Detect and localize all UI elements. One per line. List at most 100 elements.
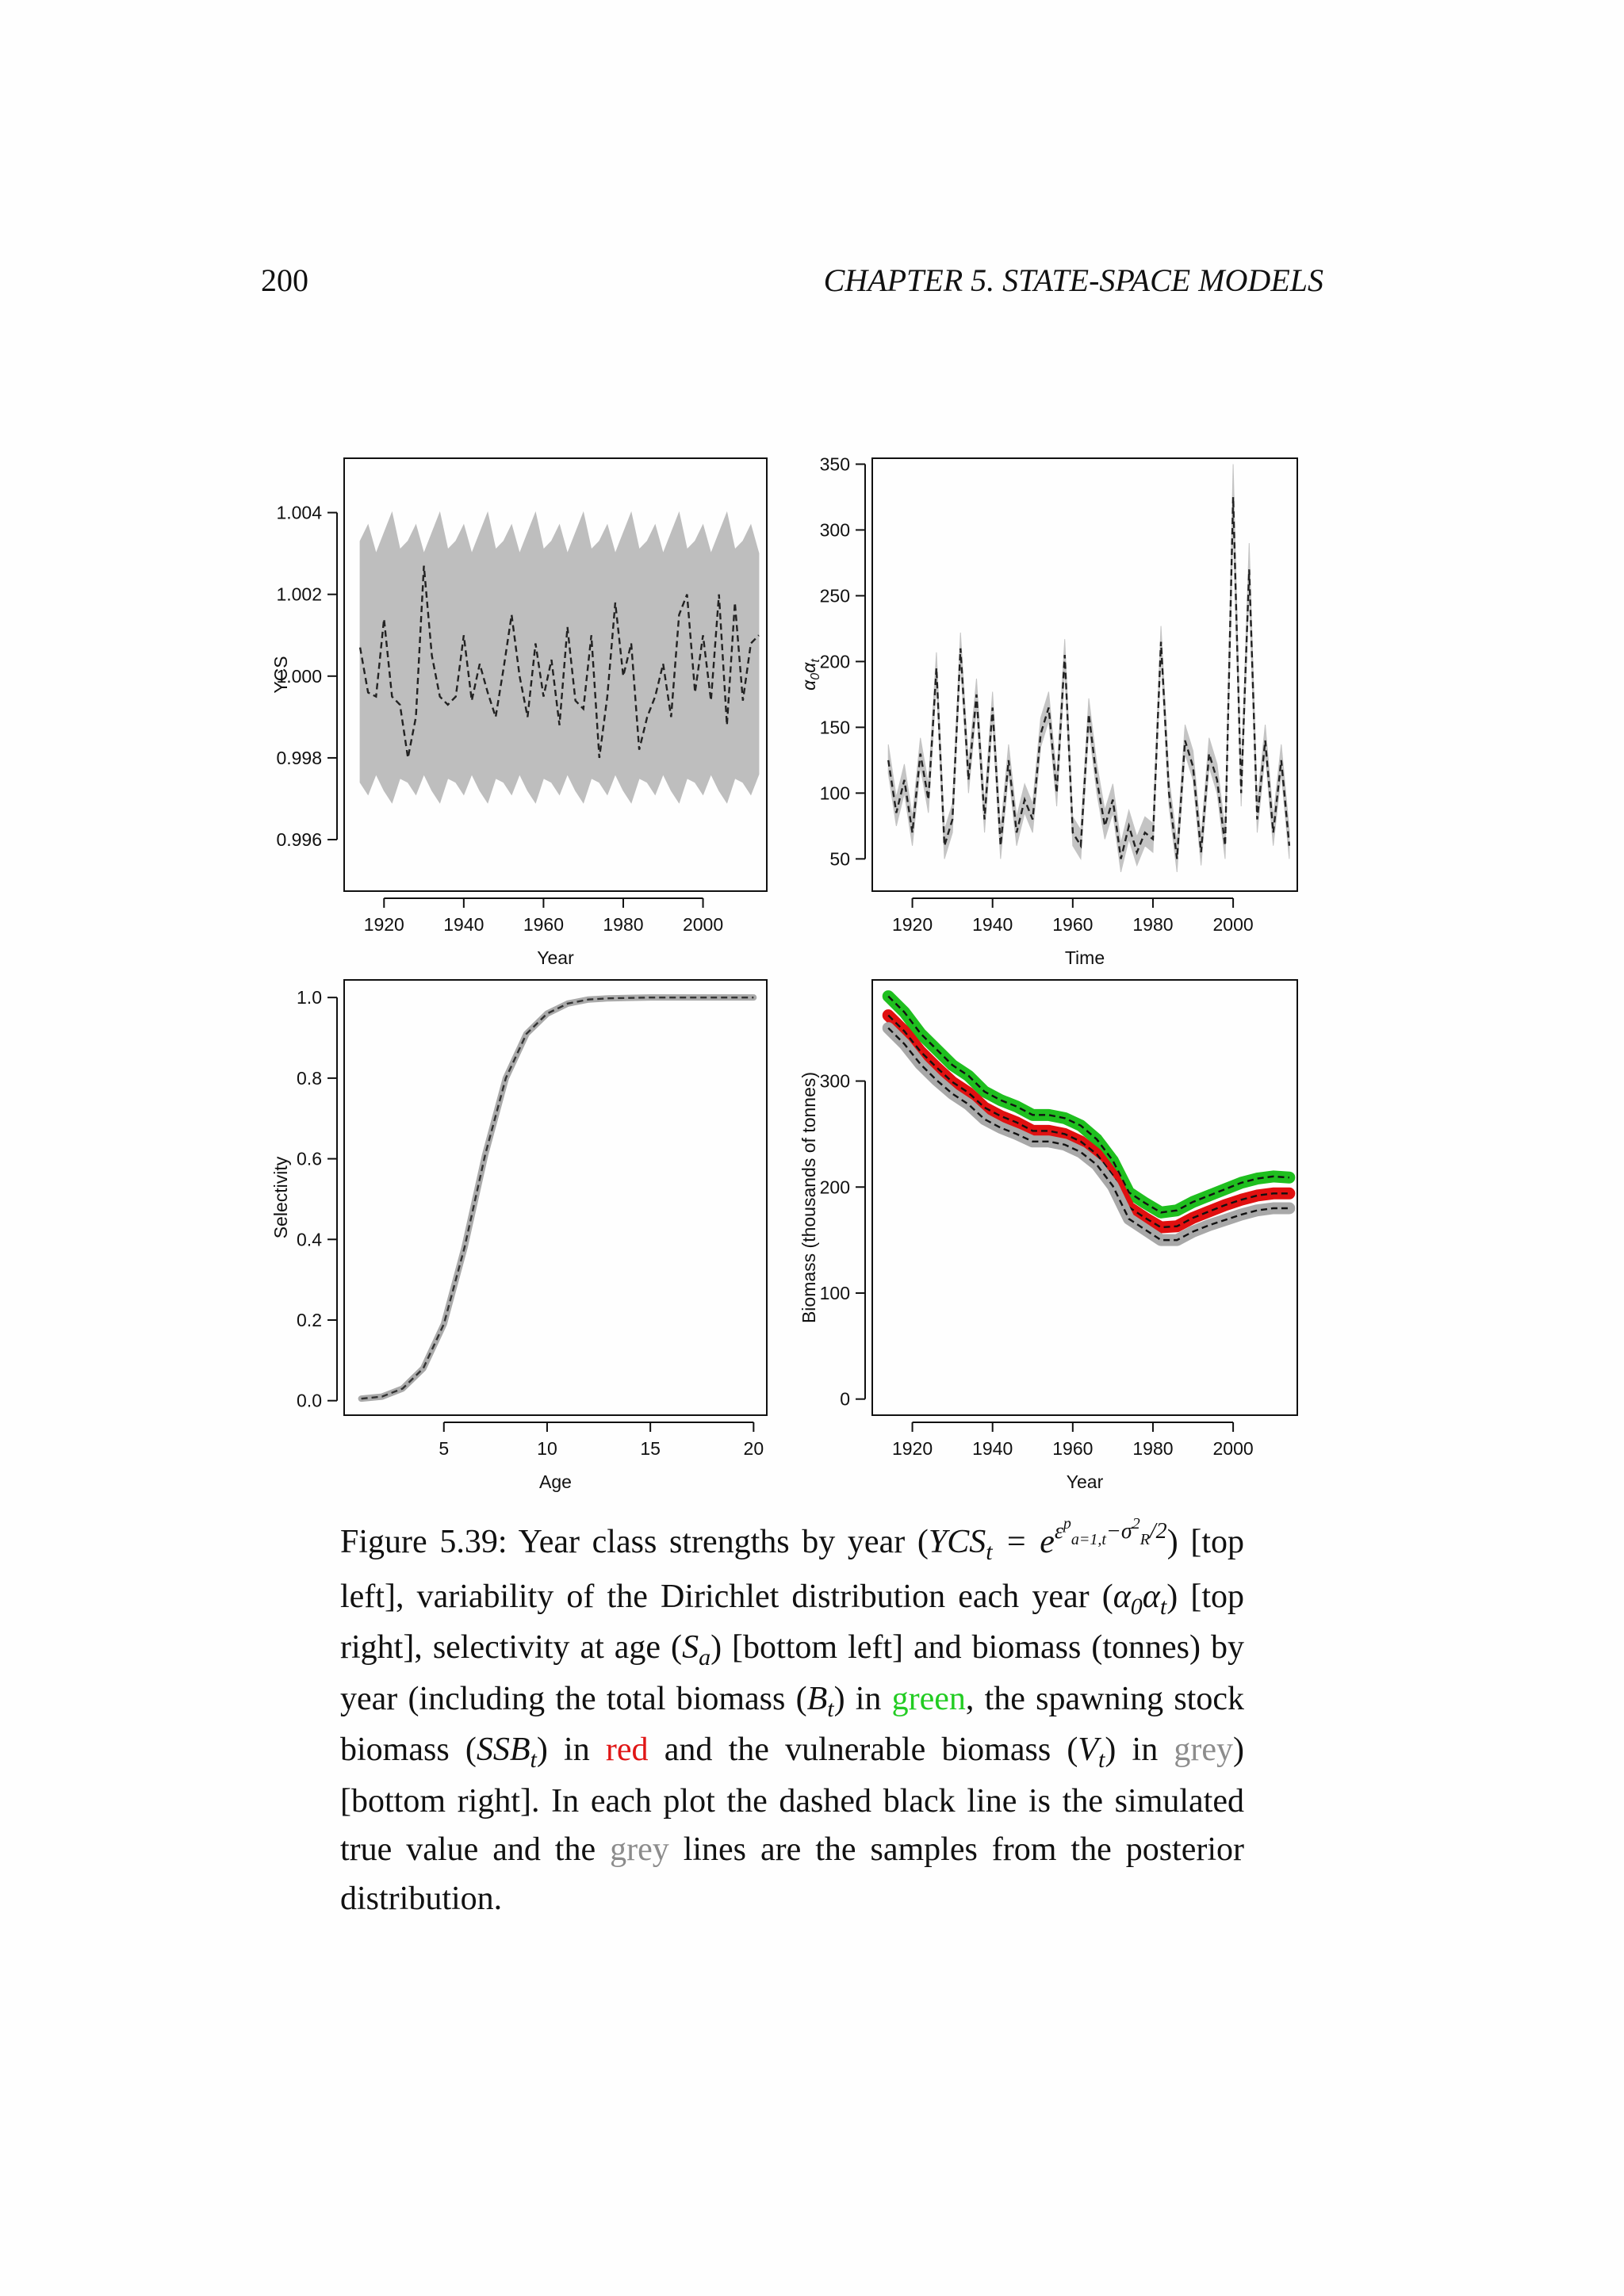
caption-text: ) [top left], variability of the Dirichl… xyxy=(340,1524,1244,1615)
true-value-line xyxy=(361,996,754,1400)
caption-supsub: R xyxy=(1139,1531,1150,1548)
caption-sub: t xyxy=(530,1747,537,1773)
caption-sup2: p xyxy=(1063,1515,1071,1533)
true-value-line xyxy=(358,565,760,759)
caption-sub: 0 xyxy=(1130,1593,1143,1620)
y-tick-label: 300 xyxy=(820,1071,850,1092)
true-value-line xyxy=(887,995,1289,1214)
y-tick-label: 0.4 xyxy=(297,1229,322,1249)
caption-sub: t xyxy=(1098,1747,1105,1773)
y-tick-label: 1.000 xyxy=(276,666,322,687)
caption-math: α xyxy=(1113,1578,1131,1615)
y-tick-label: 0.998 xyxy=(276,748,322,768)
plot-area xyxy=(358,994,757,1402)
caption-math: S xyxy=(682,1629,699,1666)
caption-sub: t xyxy=(827,1695,834,1722)
y-axis-title: Selectivity xyxy=(270,1156,291,1238)
x-tick-label: 1940 xyxy=(443,914,484,935)
figure-caption: Figure 5.39: Year class strengths by yea… xyxy=(340,1515,1245,1923)
true-value-line xyxy=(887,496,1291,859)
y-tick-label: 100 xyxy=(820,783,850,803)
x-tick-label: 1980 xyxy=(1132,914,1173,935)
y-tick-label: 200 xyxy=(820,651,850,672)
x-tick-label: 20 xyxy=(744,1438,764,1459)
chart: 1920 1940 1960 1980 2000 0.996 0.998 1.000 1.002… xyxy=(270,457,768,968)
y-tick-label: 200 xyxy=(820,1177,850,1197)
y-tick-label: 0.996 xyxy=(276,829,322,850)
y-tick-label: 0 xyxy=(840,1389,850,1410)
x-tick-label: 5 xyxy=(439,1438,449,1459)
y-tick-label: 350 xyxy=(820,453,850,474)
caption-text: ) in xyxy=(536,1732,606,1768)
x-tick-label: 2000 xyxy=(683,914,723,935)
plot-frame xyxy=(871,457,1298,892)
caption-sup: ε xyxy=(1054,1519,1063,1544)
x-axis-title: Year xyxy=(537,947,574,968)
caption-math: V xyxy=(1078,1732,1099,1768)
caption-grey: grey xyxy=(1174,1732,1234,1768)
y-axis-title-part: α xyxy=(799,679,819,691)
caption-text: ) [bottom left] and biomass (tonnes) by … xyxy=(340,1629,1244,1717)
caption-supsub: a=1,t xyxy=(1071,1531,1106,1548)
caption-sup: /2 xyxy=(1149,1519,1167,1544)
plot-frame xyxy=(343,457,768,892)
x-tick-label: 1980 xyxy=(1132,1438,1173,1459)
chapter-title: CHAPTER 5. STATE-SPACE MODELS xyxy=(824,262,1323,298)
x-tick-label: 1980 xyxy=(603,914,643,935)
y-tick-label: 150 xyxy=(820,717,850,737)
y-tick-label: 50 xyxy=(829,848,850,869)
caption-sup2: 2 xyxy=(1132,1515,1140,1533)
x-axis-title: Age xyxy=(539,1471,572,1492)
caption-text: ) in xyxy=(833,1680,892,1717)
chart: 1920 1940 1960 1980 2000 0 100 200 300 Year Biomas… xyxy=(799,979,1298,1492)
y-tick-label: 0.8 xyxy=(297,1068,322,1089)
x-tick-label: 15 xyxy=(640,1438,661,1459)
y-tick-label: 1.0 xyxy=(297,987,322,1008)
caption-sub: a xyxy=(699,1644,711,1670)
x-tick-label: 1960 xyxy=(523,914,564,935)
caption-text: , the spawning stock biomass ( xyxy=(340,1680,1244,1769)
plot-area xyxy=(887,464,1291,873)
caption-text: lines are the samples from the posterior… xyxy=(340,1831,1244,1917)
caption-math: YCS xyxy=(928,1524,986,1560)
y-tick-label: 300 xyxy=(820,519,850,540)
posterior-samples xyxy=(882,990,1296,1219)
caption-math: B xyxy=(806,1680,828,1717)
x-tick-label: 1920 xyxy=(364,914,404,935)
plot-frame xyxy=(871,979,1298,1416)
y-tick-label: 0.0 xyxy=(297,1391,322,1411)
caption-green: green xyxy=(891,1680,966,1717)
caption-text: ) [top right], selectivity at age ( xyxy=(340,1578,1244,1667)
true-value-line xyxy=(887,1027,1289,1242)
y-axis-title-part: α xyxy=(799,662,819,673)
y-axis-title: YCS xyxy=(270,656,291,693)
x-tick-label: 1920 xyxy=(892,1438,933,1459)
y-axis-title: Biomass (thousands of tonnes) xyxy=(799,1072,819,1323)
x-tick-label: 1960 xyxy=(1052,914,1093,935)
x-tick-label: 1960 xyxy=(1052,1438,1093,1459)
x-axis-title: Year xyxy=(1067,1471,1104,1492)
y-tick-label: 100 xyxy=(820,1283,850,1303)
y-axis-title-part: 0 xyxy=(809,673,822,680)
caption-text: Figure 5.39: Year class strengths by yea… xyxy=(340,1524,929,1560)
x-tick-label: 10 xyxy=(537,1438,557,1459)
y-tick-label: 0.6 xyxy=(297,1149,322,1169)
y-axis-title: α0αt xyxy=(799,659,822,691)
y-axis-title-part: t xyxy=(809,659,822,663)
chart: 5 10 15 20 0.0 0.2 0.4 0.6 0.8 1.0 Age Selectivity xyxy=(270,979,768,1492)
x-tick-label: 2000 xyxy=(1213,914,1254,935)
caption-text: and the vulnerable biomass ( xyxy=(648,1732,1078,1768)
caption-math: SSB xyxy=(476,1732,530,1768)
y-tick-label: 1.002 xyxy=(276,584,322,605)
plot-frame xyxy=(343,979,768,1416)
caption-text: ) [bottom right]. In each plot the dashe… xyxy=(340,1732,1245,1868)
y-tick-label: 1.004 xyxy=(276,503,322,523)
posterior-samples xyxy=(882,1009,1296,1234)
y-tick-label: 0.2 xyxy=(297,1310,322,1330)
caption-math: = e xyxy=(992,1524,1055,1560)
x-axis-title: Time xyxy=(1065,947,1105,968)
plot-area xyxy=(882,990,1296,1246)
caption-math: α xyxy=(1142,1578,1160,1615)
